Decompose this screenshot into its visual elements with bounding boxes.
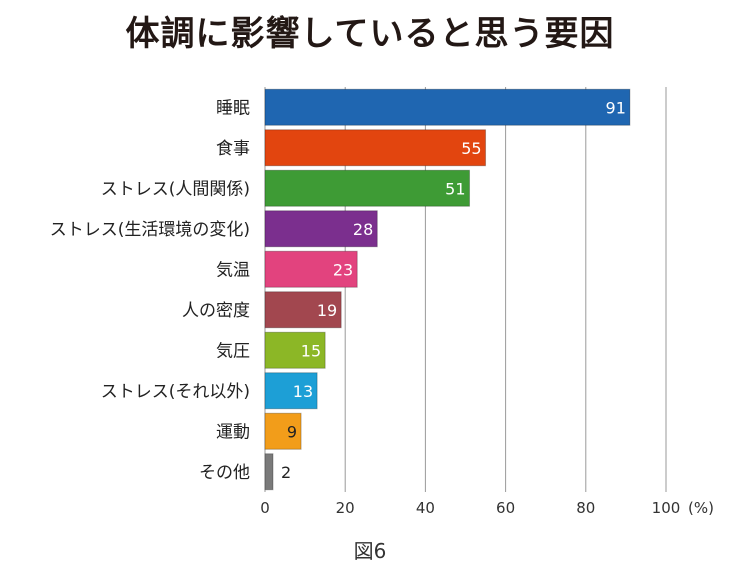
x-axis-unit: (%) xyxy=(688,499,714,517)
bar xyxy=(264,372,318,410)
x-tick-label: 40 xyxy=(416,499,435,517)
bar xyxy=(264,88,631,126)
category-label: ストレス(それ以外) xyxy=(101,382,250,402)
category-label: 気圧 xyxy=(216,341,250,361)
data-label: 91 xyxy=(606,98,626,117)
data-label: 9 xyxy=(287,422,297,441)
x-tick-label: 0 xyxy=(260,499,270,517)
figure-caption: 図6 xyxy=(353,539,387,563)
category-label: ストレス(人間関係) xyxy=(101,179,250,199)
data-label: 19 xyxy=(317,301,337,320)
category-label: その他 xyxy=(199,463,250,483)
x-tick-label: 80 xyxy=(576,499,595,517)
bar xyxy=(264,129,487,167)
bar xyxy=(264,453,274,491)
x-tick-label: 60 xyxy=(496,499,515,517)
bars: 91 55 51 28 23 19 15 13 9 2 xyxy=(264,88,631,491)
category-label: 運動 xyxy=(216,422,250,442)
chart-title: 体調に影響していると思う要因 xyxy=(125,14,615,54)
data-label: 13 xyxy=(293,382,313,401)
category-label: ストレス(生活環境の変化) xyxy=(50,220,250,240)
data-label: 28 xyxy=(353,220,373,239)
data-label: 51 xyxy=(445,179,465,198)
data-label: 15 xyxy=(301,341,321,360)
bar xyxy=(264,210,378,248)
data-label: 23 xyxy=(333,260,353,279)
data-label: 55 xyxy=(461,139,481,158)
bar xyxy=(264,169,471,207)
bar xyxy=(264,412,302,450)
x-tick-label: 100 xyxy=(652,499,681,517)
bar xyxy=(264,250,358,288)
bar xyxy=(264,331,326,369)
data-label: 2 xyxy=(281,463,291,482)
category-label: 人の密度 xyxy=(182,301,250,321)
bar xyxy=(264,291,342,329)
x-axis-ticks: 0 20 40 60 80 100 (%) xyxy=(260,499,714,517)
category-label: 気温 xyxy=(216,260,250,280)
x-tick-label: 20 xyxy=(336,499,355,517)
category-label: 睡眠 xyxy=(216,98,250,118)
category-label: 食事 xyxy=(216,139,250,159)
